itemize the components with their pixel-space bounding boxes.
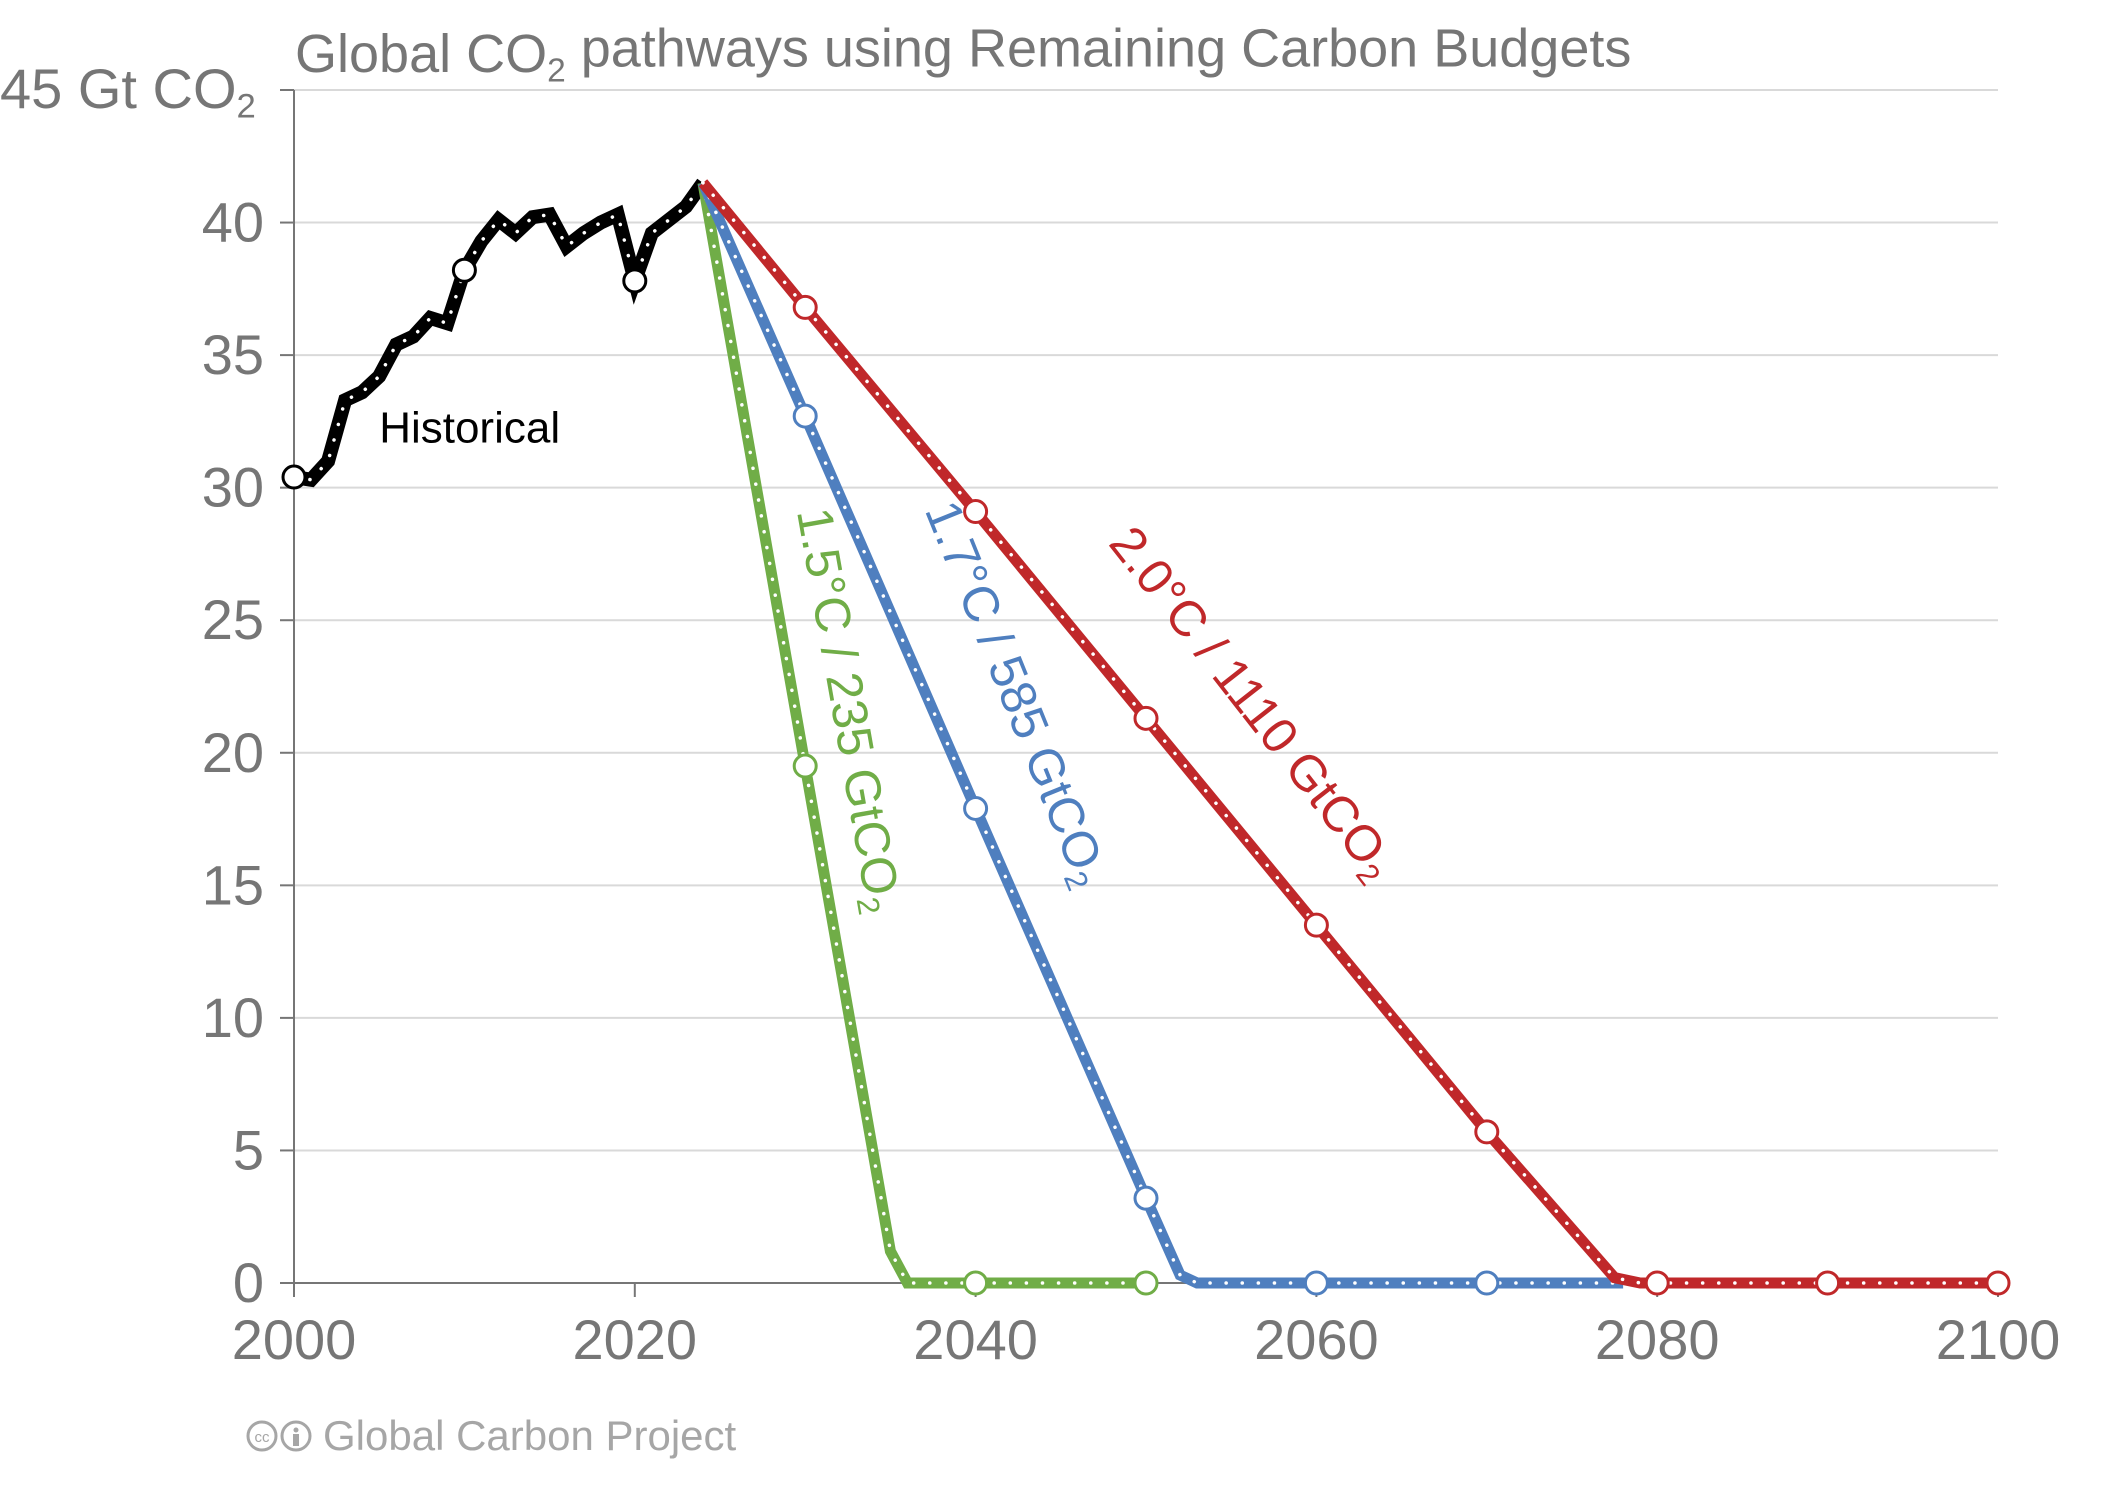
marker-historical-2000: [281, 464, 307, 490]
marker-2-0-c-1110-gtco-2050: [1133, 705, 1159, 731]
annotation-1-5-c-235-gtco: 1.5°C / 235 GtCO2​: [781, 503, 912, 917]
attribution-icon: [280, 1420, 312, 1452]
annotation-historical: Historical: [379, 404, 560, 453]
series-line-2-0-c-1110-gtco: [698, 179, 1998, 1289]
svg-text:cc: cc: [255, 1429, 271, 1446]
x-tick-label-2000: 2000: [232, 1308, 357, 1371]
marker-2-0-c-1110-gtco-2090: [1815, 1270, 1841, 1296]
marker-historical-2010: [451, 257, 477, 283]
y-tick-label-0: 0: [233, 1251, 264, 1314]
credit-text: Global Carbon Project: [323, 1412, 737, 1459]
y-tick-label-25: 25: [202, 588, 264, 651]
marker-1-7-c-585-gtco-2040: [963, 795, 989, 821]
y-tick-label-5: 5: [233, 1118, 264, 1181]
marker-2-0-c-1110-gtco-2040: [963, 499, 989, 525]
cc-icon: cc: [246, 1420, 278, 1452]
series-dots-1-7-c-585-gtco: [701, 181, 1625, 1285]
annotation-2-0-c-1110-gtco: 2.0°C / 1110 GtCO2​: [1095, 516, 1408, 892]
y-tick-label-35: 35: [202, 323, 264, 386]
marker-1-7-c-585-gtco-2070: [1474, 1270, 1500, 1296]
y-tick-label-15: 15: [202, 853, 264, 916]
y-axis-unit-label: 45 Gt CO2​: [0, 57, 256, 126]
chart-title: Global CO2​ pathways using Remaining Car…: [295, 18, 1631, 89]
x-tick-label-2100: 2100: [1936, 1308, 2061, 1371]
y-tick-label-20: 20: [202, 721, 264, 784]
series-lines: [292, 178, 2000, 1289]
series-markers: [281, 257, 2011, 1296]
marker-2-0-c-1110-gtco-2080: [1644, 1270, 1670, 1296]
marker-2-0-c-1110-gtco-2030: [792, 294, 818, 320]
marker-2-0-c-1110-gtco-2100: [1985, 1270, 2011, 1296]
credit-footer: cc Global Carbon Project: [246, 1412, 737, 1459]
y-tick-label-40: 40: [202, 191, 264, 254]
marker-1-5-c-235-gtco-2050: [1133, 1270, 1159, 1296]
marker-1-7-c-585-gtco-2060: [1303, 1270, 1329, 1296]
x-tick-label-2020: 2020: [573, 1308, 698, 1371]
gridlines: [294, 89, 1998, 1284]
marker-1-7-c-585-gtco-2050: [1133, 1185, 1159, 1211]
x-tick-label-2080: 2080: [1595, 1308, 1720, 1371]
y-tick-label-30: 30: [202, 456, 264, 519]
x-tick-label-2040: 2040: [913, 1308, 1038, 1371]
y-tick-label-10: 10: [202, 986, 264, 1049]
marker-1-5-c-235-gtco-2030: [792, 753, 818, 779]
marker-1-7-c-585-gtco-2030: [792, 403, 818, 429]
marker-historical-2020: [622, 268, 648, 294]
series-dots-2-0-c-1110-gtco: [701, 181, 2000, 1285]
marker-2-0-c-1110-gtco-2070: [1474, 1119, 1500, 1145]
series-line-1-5-c-235-gtco: [697, 181, 1146, 1289]
marker-2-0-c-1110-gtco-2060: [1303, 912, 1329, 938]
marker-1-5-c-235-gtco-2040: [963, 1270, 989, 1296]
axes: 0 5 10 15 20 25 30 35 40 2000 2020 2040 2060 2080 2100: [202, 89, 2061, 1371]
x-tick-label-2060: 2060: [1254, 1308, 1379, 1371]
